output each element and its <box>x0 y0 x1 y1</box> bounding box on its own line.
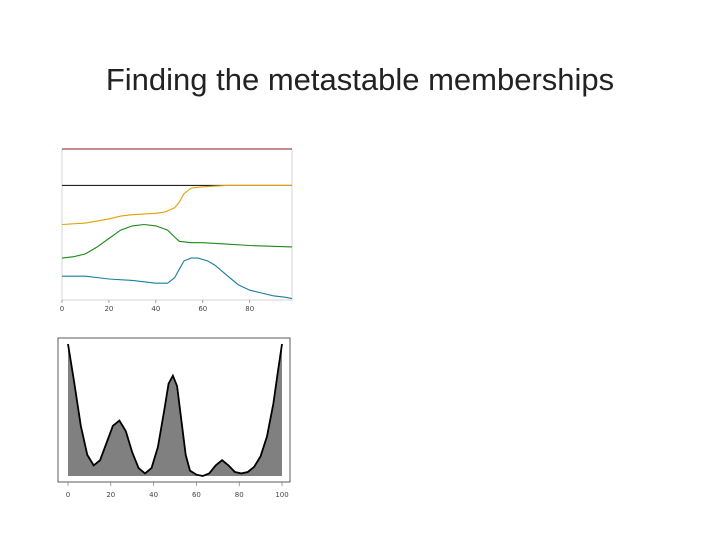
x-tick-label: 40 <box>151 305 160 313</box>
x-tick-label: 60 <box>198 305 207 313</box>
x-tick-label: 60 <box>192 491 201 499</box>
density-fill <box>68 344 282 476</box>
density-curve <box>67 343 283 477</box>
x-tick-label: 100 <box>275 491 288 499</box>
membership-line-chart: 0 20 40 60 80 <box>60 148 293 313</box>
x-tick-label: 40 <box>149 491 158 499</box>
x-tick-label: 0 <box>66 491 70 499</box>
x-tick-label: 0 <box>60 305 64 313</box>
x-tick-label: 20 <box>104 305 113 313</box>
series-line-3 <box>61 223 293 259</box>
x-tick-label: 80 <box>235 491 244 499</box>
x-tick-label: 20 <box>106 491 115 499</box>
x-tick-label: 80 <box>245 305 254 313</box>
density-area-chart: 0 20 40 60 80 100 <box>57 337 291 499</box>
plot-frame <box>57 337 291 483</box>
slide-title: Finding the metastable memberships <box>105 62 615 97</box>
series-line-2 <box>61 184 292 226</box>
series-line-4 <box>62 257 293 300</box>
